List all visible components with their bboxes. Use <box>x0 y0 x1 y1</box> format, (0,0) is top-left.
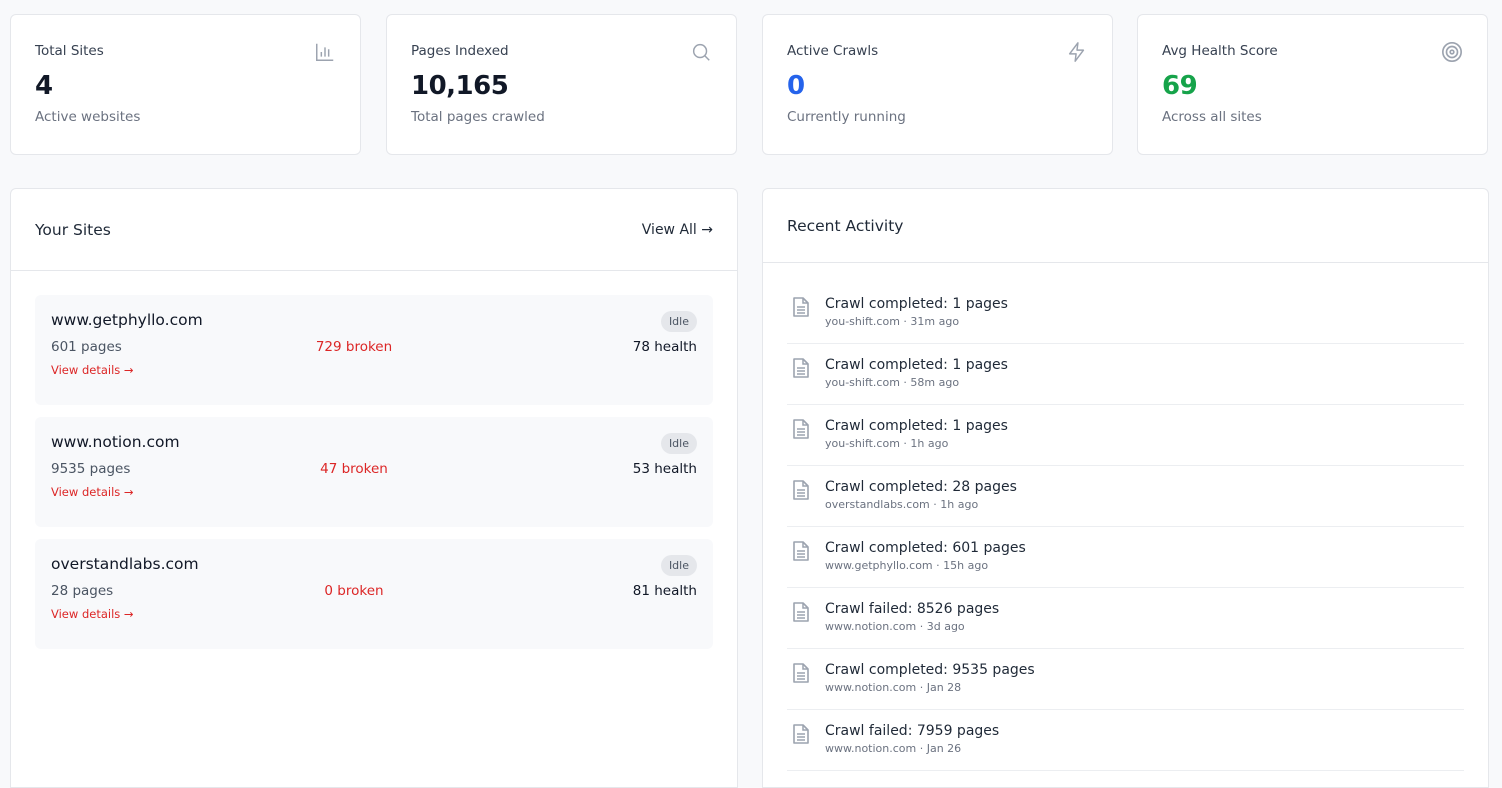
stat-label: Active Crawls <box>787 43 879 59</box>
activity-title: Crawl failed: 7959 pages <box>825 723 1000 739</box>
status-badge: Idle <box>660 433 697 454</box>
activity-meta: www.notion.com · Jan 26 <box>825 742 962 755</box>
activity-title: Crawl completed: 1 pages <box>825 418 1008 434</box>
stat-card: Avg Health Score 69 Across all sites <box>1137 14 1488 155</box>
view-details-link[interactable]: View details → <box>51 485 134 499</box>
site-health: 78 health <box>632 339 697 355</box>
stat-label: Pages Indexed <box>411 43 509 59</box>
activity-title: Crawl completed: 601 pages <box>825 540 1026 556</box>
stat-subtitle: Across all sites <box>1162 109 1262 125</box>
site-broken: 0 broken <box>324 583 384 599</box>
activity-meta: overstandlabs.com · 1h ago <box>825 498 979 511</box>
site-card[interactable]: www.notion.com Idle 9535 pages 47 broken… <box>35 417 713 527</box>
document-icon <box>793 602 809 622</box>
activity-title: Crawl completed: 1 pages <box>825 357 1008 373</box>
activity-panel-title: Recent Activity <box>787 216 904 235</box>
document-icon <box>793 724 809 744</box>
view-all-link[interactable]: View All → <box>641 221 713 238</box>
document-icon <box>793 358 809 378</box>
document-icon <box>793 297 809 317</box>
activity-item: Crawl completed: 1 pages you-shift.com ·… <box>787 344 1464 405</box>
activity-item: Crawl completed: 601 pages www.getphyllo… <box>787 527 1464 588</box>
activity-title: Crawl completed: 28 pages <box>825 479 1017 495</box>
view-details-link[interactable]: View details → <box>51 607 134 621</box>
document-icon <box>793 663 809 683</box>
activity-title: Crawl failed: 8526 pages <box>825 601 1000 617</box>
stat-card: Total Sites 4 Active websites <box>10 14 361 155</box>
site-health: 53 health <box>632 461 697 477</box>
activity-meta: you-shift.com · 31m ago <box>825 315 960 328</box>
activity-item: Crawl failed: 8526 pages www.notion.com … <box>787 588 1464 649</box>
stat-subtitle: Total pages crawled <box>411 109 545 125</box>
your-sites-panel: Your Sites View All → www.getphyllo.com … <box>10 188 738 788</box>
stat-value: 0 <box>787 71 805 101</box>
activity-item: Crawl failed: 7959 pages www.notion.com … <box>787 710 1464 771</box>
site-name: www.notion.com <box>51 433 180 451</box>
activity-meta: www.notion.com · 3d ago <box>825 620 965 633</box>
site-name: www.getphyllo.com <box>51 311 203 329</box>
site-broken: 729 broken <box>315 339 393 355</box>
stat-card: Active Crawls 0 Currently running <box>762 14 1113 155</box>
stat-label: Total Sites <box>35 43 104 59</box>
site-pages: 28 pages <box>51 583 114 599</box>
stat-value: 4 <box>35 71 53 101</box>
sites-panel-header: Your Sites View All → <box>11 189 737 271</box>
site-name: overstandlabs.com <box>51 555 199 573</box>
activity-meta: www.notion.com · Jan 28 <box>825 681 962 694</box>
activity-title: Crawl completed: 1 pages <box>825 296 1008 312</box>
site-health: 81 health <box>632 583 697 599</box>
activity-item: Crawl completed: 9535 pages www.notion.c… <box>787 649 1464 710</box>
activity-item: Crawl completed: 1 pages you-shift.com ·… <box>787 283 1464 344</box>
stat-value: 69 <box>1162 71 1198 101</box>
bar-chart-icon <box>316 43 334 61</box>
site-pages: 601 pages <box>51 339 122 355</box>
stat-subtitle: Currently running <box>787 109 906 125</box>
status-badge: Idle <box>660 555 697 576</box>
document-icon <box>793 480 809 500</box>
activity-meta: you-shift.com · 58m ago <box>825 376 960 389</box>
document-icon <box>793 541 809 561</box>
activity-item: Crawl completed: 28 pages overstandlabs.… <box>787 466 1464 527</box>
target-icon <box>1442 42 1462 62</box>
activity-meta: www.getphyllo.com · 15h ago <box>825 559 989 572</box>
site-broken: 47 broken <box>320 461 388 477</box>
status-badge: Idle <box>660 311 697 332</box>
stat-label: Avg Health Score <box>1162 43 1278 59</box>
stat-value: 10,165 <box>411 71 509 101</box>
recent-activity-panel: Recent Activity Crawl completed: 1 pages… <box>762 188 1489 788</box>
activity-meta: you-shift.com · 1h ago <box>825 437 949 450</box>
search-icon <box>692 43 710 61</box>
site-card[interactable]: www.getphyllo.com Idle 601 pages 729 bro… <box>35 295 713 405</box>
activity-title: Crawl completed: 9535 pages <box>825 662 1035 678</box>
document-icon <box>793 419 809 439</box>
site-pages: 9535 pages <box>51 461 131 477</box>
activity-panel-header: Recent Activity <box>763 189 1488 263</box>
view-details-link[interactable]: View details → <box>51 363 134 377</box>
activity-item: Crawl completed: 1 pages you-shift.com ·… <box>787 405 1464 466</box>
sites-panel-title: Your Sites <box>35 220 111 239</box>
lightning-icon <box>1068 42 1085 62</box>
site-card[interactable]: overstandlabs.com Idle 28 pages 0 broken… <box>35 539 713 649</box>
stat-card: Pages Indexed 10,165 Total pages crawled <box>386 14 737 155</box>
stat-subtitle: Active websites <box>35 109 141 125</box>
